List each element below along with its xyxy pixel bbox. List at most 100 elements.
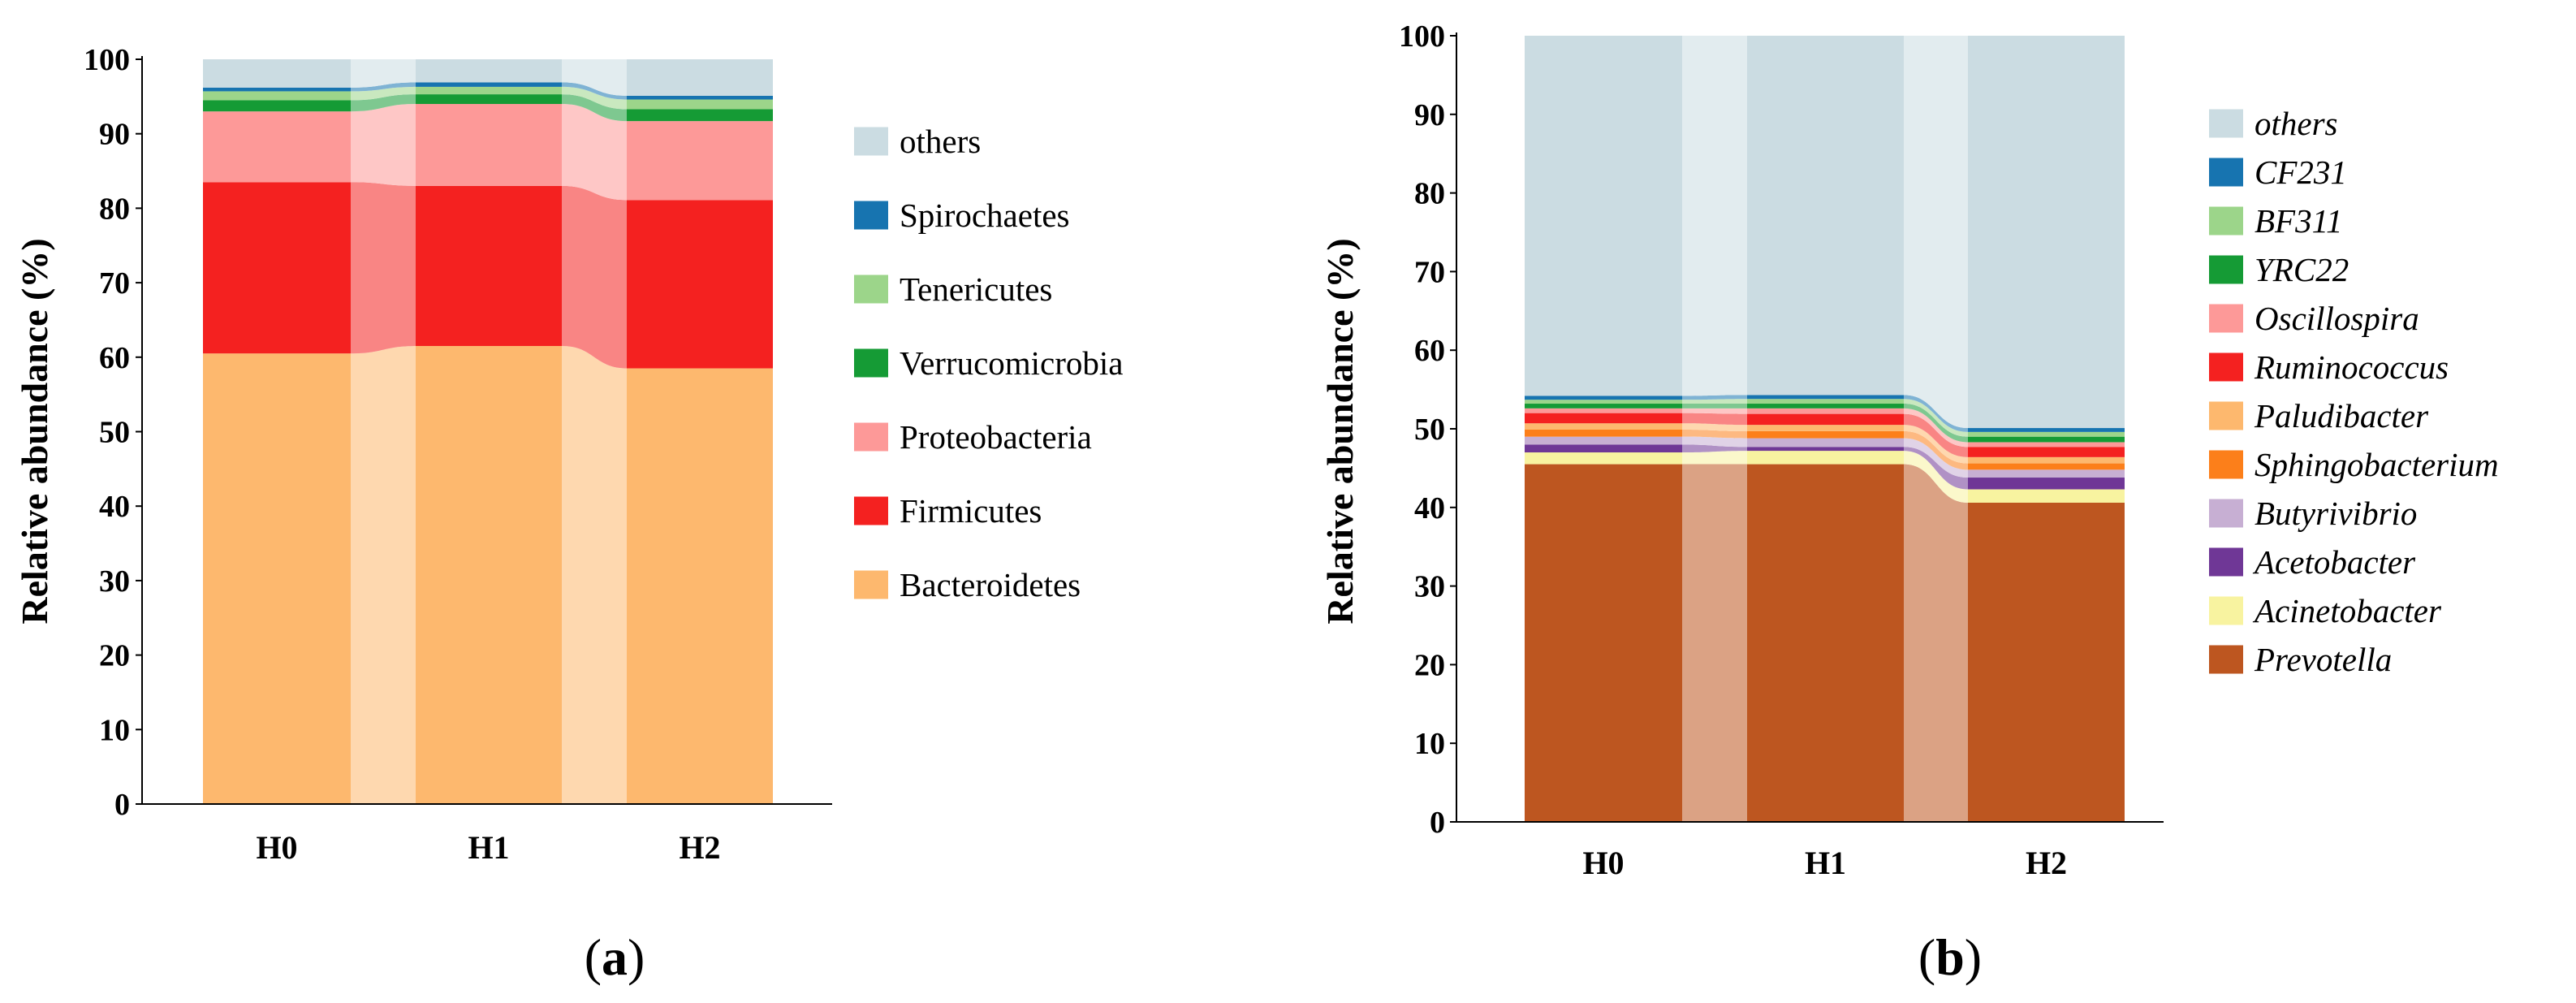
flow-tenericutes-h1-h2 bbox=[562, 86, 627, 110]
x-tick-label-h2: H2 bbox=[679, 829, 720, 866]
panel-label-close-paren: ) bbox=[1965, 928, 1982, 986]
bars bbox=[1525, 36, 2125, 822]
bar-segment-bf311-h2 bbox=[1968, 431, 2125, 437]
legend-label-tenericutes: Tenericutes bbox=[900, 270, 1052, 308]
panel-label-close-paren: ) bbox=[628, 928, 645, 986]
legend-label-bacteroidetes: Bacteroidetes bbox=[900, 566, 1081, 603]
flow-connectors bbox=[1682, 36, 1968, 822]
y-tick-label-50: 50 bbox=[99, 416, 130, 450]
flow-prevotella-h0-h1 bbox=[1682, 464, 1747, 822]
legend-swatch-paludibacter bbox=[2209, 401, 2243, 430]
flow-verrucomicrobia-h0-h1 bbox=[351, 94, 416, 112]
legend-swatch-bacteroidetes bbox=[854, 570, 888, 599]
bar-segment-bacteroidetes-h2 bbox=[627, 368, 773, 804]
panel-label-letter: a bbox=[602, 928, 628, 986]
legend-label-paludibacter: Paludibacter bbox=[2254, 397, 2429, 434]
flow-oscillospira-h1-h2 bbox=[1904, 408, 1968, 447]
y-tick-label-70: 70 bbox=[99, 266, 130, 300]
y-tick-label-100: 100 bbox=[84, 43, 130, 77]
chart-panel-a: 0 10 20 30 40 50 60 70 80 90 100 H0 H1 H2 Relative abu… bbox=[14, 43, 1124, 986]
flow-firmicutes-h0-h1 bbox=[351, 182, 416, 354]
flow-others-h1-h2 bbox=[1904, 36, 1968, 429]
y-tick-label-10: 10 bbox=[99, 713, 130, 747]
bar-segment-cf231-h1 bbox=[1747, 395, 1904, 400]
bar-segment-butyrivibrio-h2 bbox=[1968, 469, 2125, 478]
y-tick-label-80: 80 bbox=[99, 192, 130, 226]
bar-segment-proteobacteria-h0 bbox=[203, 111, 351, 183]
y-axis-title: Relative abundance (%) bbox=[1319, 238, 1361, 624]
bar-segment-yrc22-h1 bbox=[1747, 404, 1904, 409]
legend-swatch-sphingobacterium bbox=[2209, 450, 2243, 479]
legend-swatch-oscillospira bbox=[2209, 304, 2243, 333]
flow-oscillospira-h0-h1 bbox=[1682, 408, 1747, 414]
legend-label-others: others bbox=[900, 123, 981, 160]
flow-paludibacter-h1-h2 bbox=[1904, 425, 1968, 464]
bar-segment-others-h2 bbox=[1968, 36, 2125, 429]
bar-segment-spirochaetes-h0 bbox=[203, 87, 351, 92]
panel-label-open-paren: ( bbox=[585, 928, 602, 986]
legend: others Spirochaetes Tenericutes Verrucomicr… bbox=[854, 123, 1124, 603]
legend-label-yrc22: YRC22 bbox=[2255, 251, 2349, 288]
y-axis-title: Relative abundance (%) bbox=[14, 238, 55, 624]
bar-segment-sphingobacterium-h0 bbox=[1525, 429, 1682, 437]
bar-segment-verrucomicrobia-h1 bbox=[416, 94, 562, 105]
bar-segment-yrc22-h2 bbox=[1968, 436, 2125, 443]
legend-swatch-ruminococcus bbox=[2209, 352, 2243, 382]
legend-label-acinetobacter: Acinetobacter bbox=[2252, 592, 2442, 629]
bar-segment-others-h1 bbox=[1747, 36, 1904, 396]
legend-label-sphingobacterium: Sphingobacterium bbox=[2255, 446, 2499, 483]
legend-swatch-acinetobacter bbox=[2209, 596, 2243, 625]
bar-segment-acetobacter-h0 bbox=[1525, 444, 1682, 453]
bar-segment-firmicutes-h0 bbox=[203, 182, 351, 354]
flow-bacteroidetes-h1-h2 bbox=[562, 346, 627, 804]
flow-acetobacter-h0-h1 bbox=[1682, 444, 1747, 453]
flow-others-h1-h2 bbox=[562, 59, 627, 96]
bar-segment-spirochaetes-h1 bbox=[416, 82, 562, 87]
bar-segment-oscillospira-h2 bbox=[1968, 442, 2125, 447]
bar-segment-sphingobacterium-h2 bbox=[1968, 463, 2125, 470]
flow-cf231-h0-h1 bbox=[1682, 395, 1747, 400]
y-tick-label-70: 70 bbox=[1414, 255, 1445, 289]
y-tick-label-0: 0 bbox=[1430, 806, 1445, 840]
flow-firmicutes-h1-h2 bbox=[562, 185, 627, 369]
bar-segment-oscillospira-h0 bbox=[1525, 408, 1682, 413]
bar-segment-acinetobacter-h1 bbox=[1747, 451, 1904, 465]
legend-label-acetobacter: Acetobacter bbox=[2252, 543, 2416, 581]
bar-segment-acetobacter-h1 bbox=[1747, 447, 1904, 452]
bar-segment-tenericutes-h2 bbox=[627, 99, 773, 110]
flow-proteobacteria-h0-h1 bbox=[351, 104, 416, 186]
flow-prevotella-h1-h2 bbox=[1904, 464, 1968, 822]
y-tick-label-80: 80 bbox=[1414, 177, 1445, 211]
bar-segment-prevotella-h1 bbox=[1747, 464, 1904, 822]
bar-segment-cf231-h0 bbox=[1525, 396, 1682, 400]
y-tick-label-100: 100 bbox=[1399, 19, 1445, 54]
panel-label-letter: b bbox=[1935, 928, 1965, 986]
flow-spirochaetes-h1-h2 bbox=[562, 82, 627, 100]
legend-label-cf231: CF231 bbox=[2255, 153, 2347, 191]
y-tick-label-20: 20 bbox=[99, 639, 130, 673]
bar-segment-others-h2 bbox=[627, 59, 773, 96]
legend-swatch-others bbox=[2209, 109, 2243, 138]
bars bbox=[203, 59, 773, 805]
bar-segment-tenericutes-h1 bbox=[416, 86, 562, 95]
bar-segment-bacteroidetes-h1 bbox=[416, 346, 562, 804]
flow-spirochaetes-h0-h1 bbox=[351, 82, 416, 92]
bar-segment-others-h0 bbox=[1525, 36, 1682, 396]
flow-paludibacter-h0-h1 bbox=[1682, 423, 1747, 431]
flow-sphingobacterium-h0-h1 bbox=[1682, 429, 1747, 439]
legend-swatch-others bbox=[854, 127, 888, 156]
bar-segment-prevotella-h2 bbox=[1968, 502, 2125, 822]
legend-label-firmicutes: Firmicutes bbox=[900, 492, 1042, 530]
y-tick-label-90: 90 bbox=[1414, 98, 1445, 132]
flow-bf311-h0-h1 bbox=[1682, 399, 1747, 404]
bar-segment-acinetobacter-h0 bbox=[1525, 452, 1682, 465]
flow-ruminococcus-h0-h1 bbox=[1682, 413, 1747, 426]
bar-segment-ruminococcus-h0 bbox=[1525, 413, 1682, 424]
legend-swatch-acetobacter bbox=[2209, 547, 2243, 577]
bar-segment-yrc22-h0 bbox=[1525, 404, 1682, 409]
bar-segment-bacteroidetes-h0 bbox=[203, 353, 351, 805]
flow-sphingobacterium-h1-h2 bbox=[1904, 430, 1968, 470]
legend-swatch-verrucomicrobia bbox=[854, 348, 888, 378]
bar-segment-proteobacteria-h1 bbox=[416, 104, 562, 186]
